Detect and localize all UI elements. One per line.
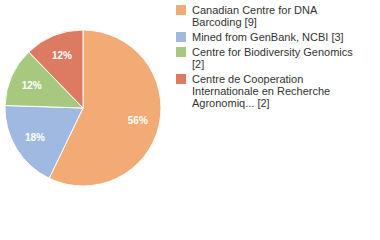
data-label: 18% [25,132,45,143]
pie [5,30,161,186]
data-label: 12% [52,50,72,61]
legend: Canadian Centre for DNABarcoding [9] Mine… [176,4,353,109]
legend-label-line: Canadian Centre for DNA [192,4,318,16]
legend-label-line: Agronomiq... [2] [192,97,270,109]
legend-label-line: Barcoding [9] [192,16,257,28]
pie-slice [5,106,83,179]
legend-swatch [176,47,186,57]
legend-label-line: Mined from GenBank, NCBI [3] [192,31,344,43]
legend-label: Centre for Biodiversity Genomics[2] [192,46,353,70]
legend-swatch [176,5,186,15]
data-labels: 56% 18% 12% 12% [22,50,148,142]
legend-label: Mined from GenBank, NCBI [3] [192,31,344,43]
legend-label: Canadian Centre for DNABarcoding [9] [192,4,318,28]
pie-slice [29,30,83,108]
legend-label-line: Internationale en Recherche [192,85,330,97]
chart: 56% 18% 12% 12% Canadian Centre for DNABarco… [0,0,380,240]
legend-label-line: [2] [192,58,204,70]
legend-swatch [176,74,186,84]
legend-label-line: Centre for Biodiversity Genomics [192,46,353,58]
legend-label: Centre de CooperationInternationale en R… [192,73,330,109]
legend-swatch [176,32,186,42]
data-label: 56% [128,115,148,126]
legend-label-line: Centre de Cooperation [192,73,303,85]
data-label: 12% [22,80,42,91]
